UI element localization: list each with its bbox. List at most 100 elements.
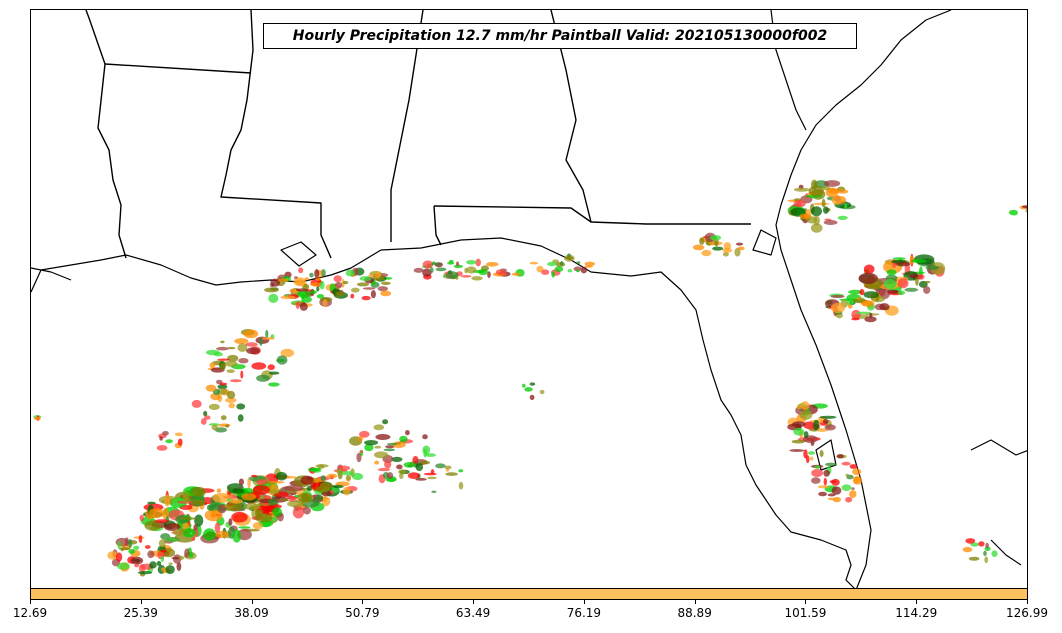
paintball-blob: [824, 424, 836, 431]
paintball-blob: [226, 369, 235, 373]
paintball-blob: [825, 187, 839, 198]
paintball-blob: [373, 451, 389, 459]
paintball-blob: [316, 286, 320, 292]
paintball-blob: [455, 261, 460, 267]
colorbar-tick-label: 76.19: [566, 606, 602, 620]
paintball-blob: [117, 562, 130, 570]
paintball-blob: [206, 349, 220, 356]
paintball-blob: [984, 556, 989, 564]
paintball-blob: [261, 337, 275, 340]
paintball-blob: [256, 374, 270, 382]
paintball-blob: [495, 269, 503, 275]
paintball-blob: [204, 415, 211, 420]
paintball-blob: [386, 442, 398, 446]
colorbar-tick-label: 63.49: [455, 606, 491, 620]
paintball-blob: [917, 274, 925, 280]
paintball-blob: [215, 530, 229, 539]
paintball-blob: [430, 267, 434, 273]
paintball-blob: [712, 246, 724, 251]
paintball-blob: [845, 496, 853, 503]
paintball-blob: [332, 484, 344, 489]
paintball-blob: [191, 399, 202, 408]
paintball-blob: [924, 280, 931, 284]
paintball-blob: [204, 509, 223, 522]
paintball-blob: [422, 268, 432, 277]
paintball-blob: [267, 364, 275, 371]
paintball-blob: [268, 382, 280, 387]
paintball-blob: [818, 491, 827, 497]
paintball-blob: [879, 303, 890, 311]
paintball-blob: [316, 294, 325, 299]
paintball-blob: [259, 337, 263, 346]
paintball-blob: [699, 237, 705, 245]
paintball-blob: [841, 484, 852, 492]
paintball-blob: [107, 551, 118, 560]
state-boundary-line: [104, 63, 252, 74]
paintball-blob: [144, 520, 162, 531]
paintball-blob: [851, 487, 855, 490]
paintball-blob: [737, 246, 745, 251]
paintball-blob: [156, 445, 168, 451]
paintball-blob: [576, 261, 581, 264]
paintball-blob: [892, 257, 906, 260]
paintball-blob: [373, 424, 385, 431]
colorbar-tick-label: 12.69: [12, 606, 48, 620]
paintball-blob: [189, 499, 206, 506]
colorbar-tick-label: 50.79: [345, 606, 380, 620]
paintball-blob: [852, 476, 863, 485]
coastline-atlantic: [775, 10, 952, 588]
paintball-blob: [471, 276, 483, 281]
paintball-blob: [823, 477, 827, 486]
paintball-blob: [825, 462, 837, 467]
paintball-blob: [228, 518, 233, 526]
paintball-blob: [133, 545, 140, 551]
paintball-blob: [219, 382, 228, 386]
paintball-blob: [203, 410, 208, 417]
paintball-blob: [217, 504, 227, 514]
paintball-blob: [265, 506, 272, 509]
paintball-blob: [817, 485, 830, 489]
paintball-blob: [813, 215, 820, 226]
paintball-blob: [923, 286, 931, 294]
paintball-blob: [168, 562, 173, 565]
paintball-blob: [396, 464, 403, 470]
paintball-blob: [895, 261, 911, 267]
state-boundary-line: [390, 10, 424, 242]
paintball-blob: [345, 474, 352, 481]
paintball-blob: [878, 286, 891, 300]
paintball-blob: [272, 507, 282, 517]
paintball-blob: [445, 271, 459, 279]
paintball-blob: [352, 472, 364, 481]
paintball-blob: [342, 486, 351, 496]
paintball-blob: [551, 271, 555, 278]
paintball-blob: [810, 223, 823, 233]
paintball-blob: [228, 402, 235, 409]
paintball-blob: [547, 261, 557, 267]
paintball-blob: [827, 497, 835, 501]
paintball-blob: [968, 556, 980, 561]
coastline-inlet: [752, 229, 777, 256]
paintball-blob: [342, 280, 349, 285]
paintball-blob: [384, 460, 392, 469]
paintball-blob: [799, 213, 812, 219]
paintball-blob: [237, 343, 248, 352]
paintball-blob: [220, 415, 227, 421]
paintball-blob: [350, 293, 355, 299]
paintball-blob: [334, 281, 343, 289]
paintball-blob: [276, 355, 288, 365]
colorbar-tick-label: 101.59: [784, 606, 827, 620]
paintball-blob: [823, 220, 838, 225]
paintball-blob: [159, 436, 163, 441]
paintball-blob: [229, 498, 243, 504]
paintball-blob: [522, 383, 526, 388]
paintball-blob: [220, 340, 225, 344]
paintball-blob: [800, 401, 810, 411]
paintball-blob: [298, 267, 304, 274]
paintball-blob: [846, 299, 855, 306]
paintball-blob: [925, 265, 939, 270]
paintball-blob: [524, 387, 533, 392]
paintball-blob: [851, 317, 860, 321]
paintball-blob: [294, 279, 306, 287]
paintball-blob: [214, 522, 221, 534]
paintball-blob: [224, 360, 238, 367]
